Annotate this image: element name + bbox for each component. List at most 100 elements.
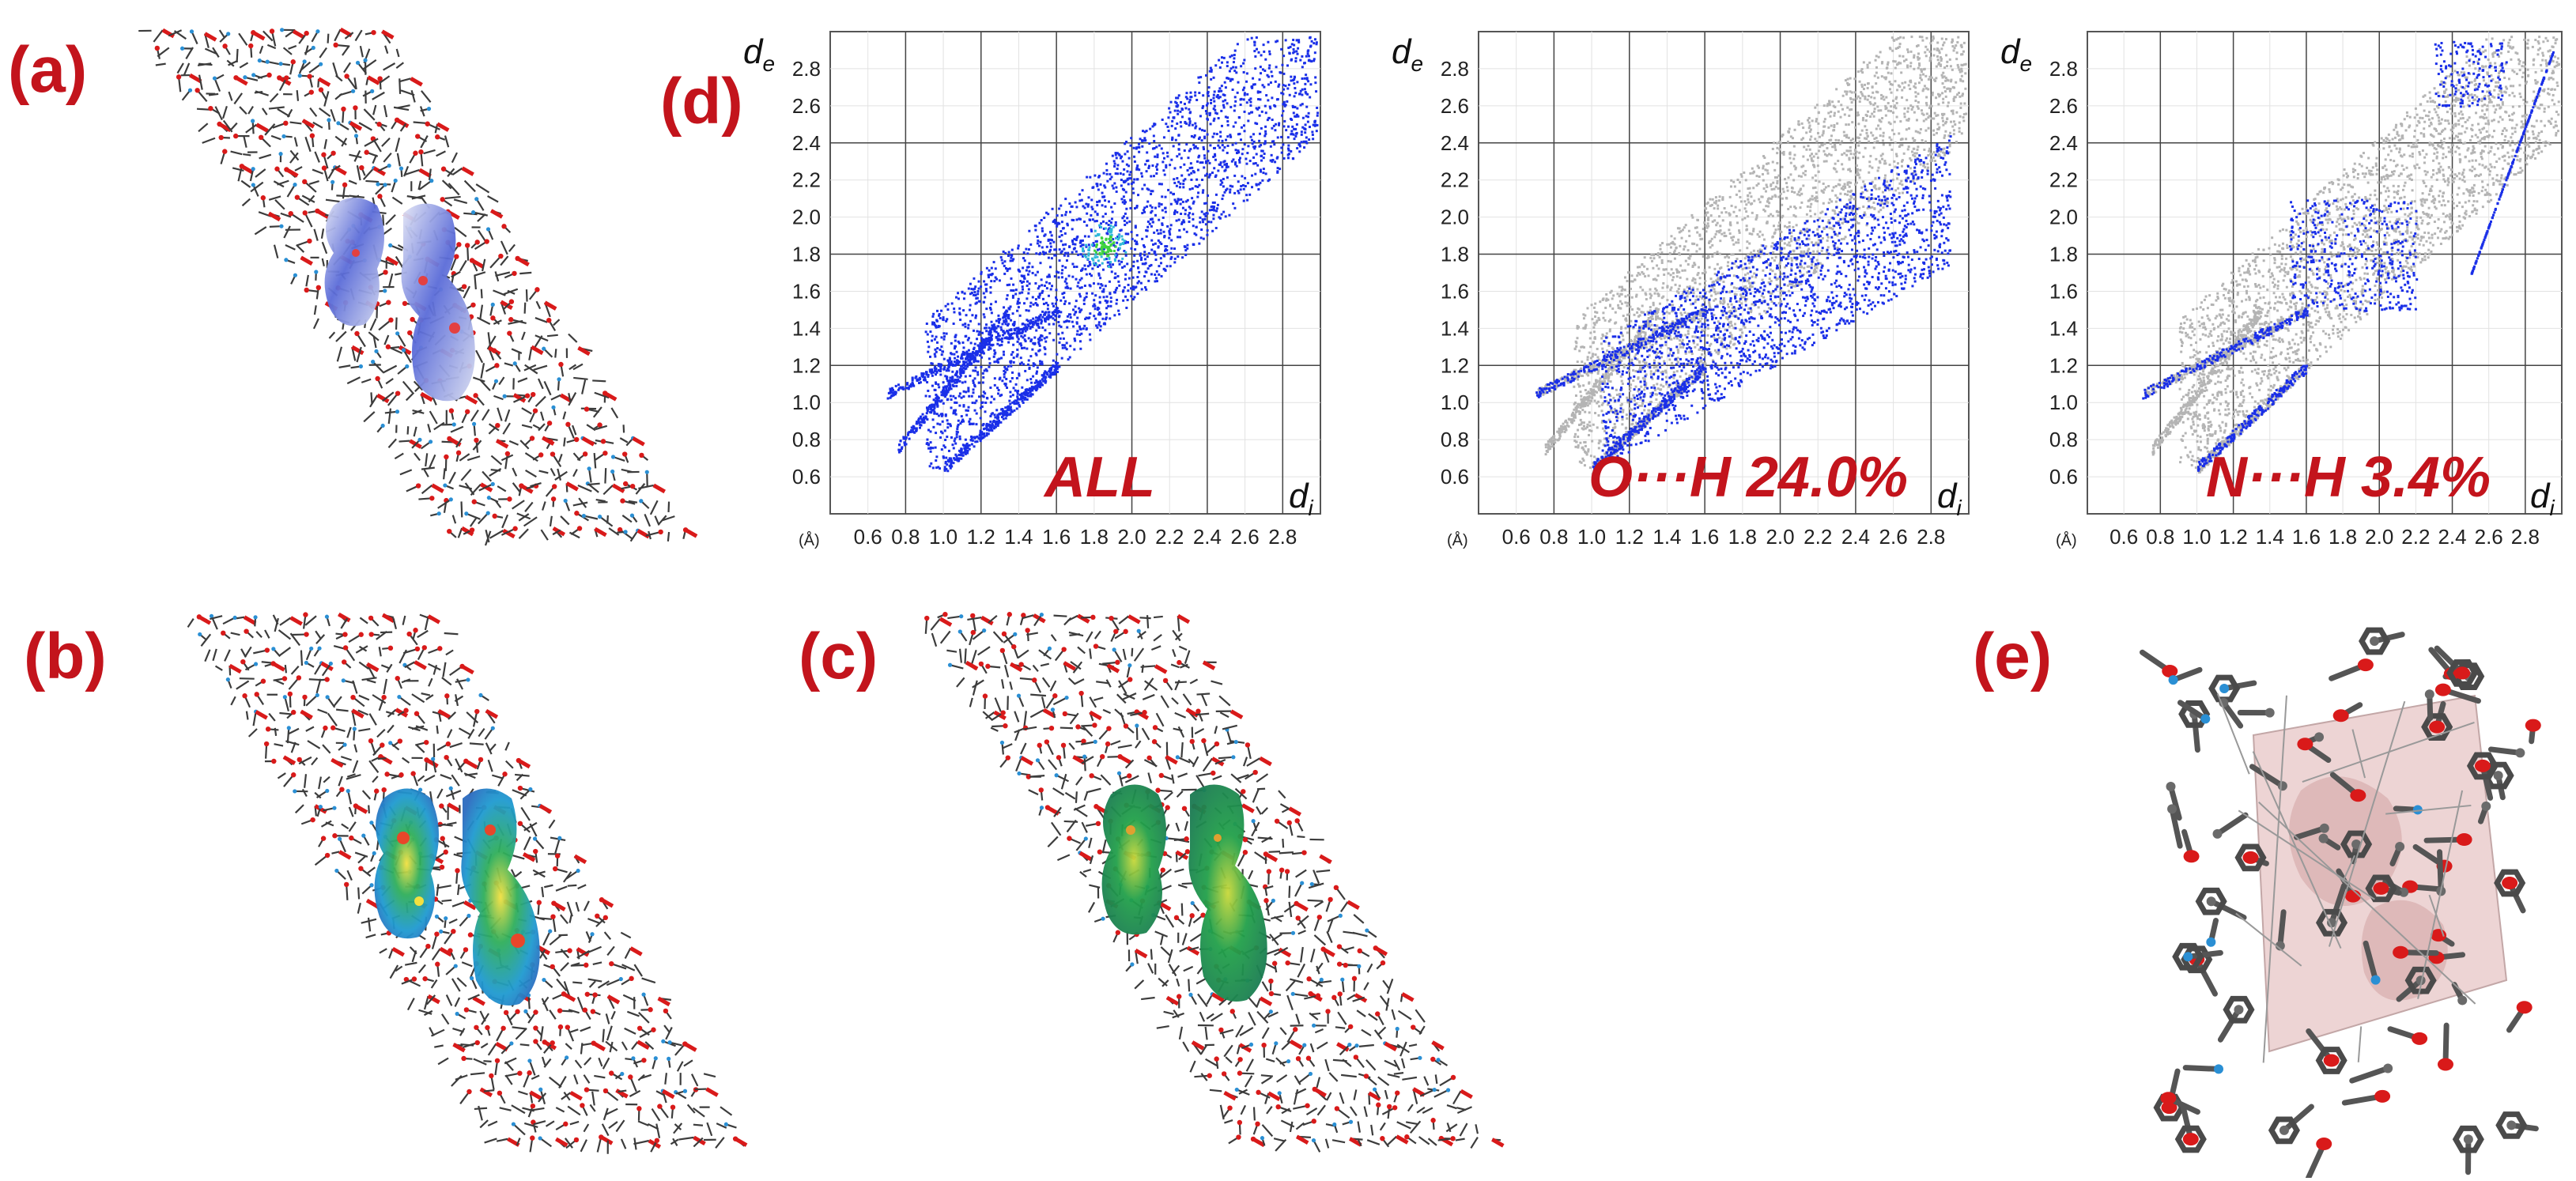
x-tick-label: 1.6 [2292, 525, 2321, 549]
y-tick-label: 2.0 [792, 206, 821, 229]
x-tick-label: 2.4 [1841, 525, 1870, 549]
plot-caption: ALL [1043, 446, 1155, 509]
crystal-packing-a [138, 27, 698, 546]
x-tick-label: 2.0 [1766, 525, 1794, 549]
x-tick-label: 1.4 [1004, 525, 1033, 549]
y-tick-label: 2.4 [2049, 131, 2078, 155]
fingerprint-points [886, 36, 1320, 473]
lattice-a [138, 27, 698, 546]
x-tick-label: 2.4 [2438, 525, 2466, 549]
y-tick-label: 1.6 [2049, 279, 2078, 303]
y-tick-label: 2.8 [1441, 57, 1469, 81]
y-tick-label: 2.0 [1441, 206, 1469, 229]
x-tick-label: 1.2 [1615, 525, 1644, 549]
x-tick-label: 0.6 [2110, 525, 2138, 549]
y-tick-label: 2.6 [2049, 94, 2078, 118]
plot-caption: N···H 3.4% [2206, 446, 2491, 509]
lattice-b [187, 612, 748, 1154]
x-tick-label: 1.0 [1577, 525, 1606, 549]
x-tick-label: 1.0 [929, 525, 958, 549]
y-tick-label: 1.6 [792, 279, 821, 303]
y-tick-label: 2.8 [792, 57, 821, 81]
x-tick-label: 2.2 [2401, 525, 2430, 549]
y-tick-label: 2.4 [792, 131, 821, 155]
crystal-packing-c [924, 611, 1505, 1153]
y-tick-label: 0.8 [2049, 428, 2078, 451]
fingerprint-points [2142, 36, 2561, 474]
x-tick-label: 1.4 [1652, 525, 1681, 549]
x-tick-label: 2.2 [1155, 525, 1184, 549]
y-tick-label: 1.2 [2049, 353, 2078, 377]
y-axis-label: de [2000, 32, 2032, 76]
x-tick-label: 0.8 [891, 525, 920, 549]
hirshfeld-surface-shape-index [374, 788, 540, 1006]
y-tick-label: 1.0 [1441, 391, 1469, 414]
y-axis-label: de [743, 32, 775, 76]
panel-label-d: (d) [660, 66, 743, 138]
y-tick-label: 1.4 [792, 316, 821, 340]
fingerprint-points [1535, 35, 1968, 475]
y-tick-label: 2.4 [1441, 131, 1469, 155]
x-tick-label: 2.6 [1879, 525, 1908, 549]
plot-caption: O···H 24.0% [1588, 446, 1908, 509]
fingerprint-plot-oh: 0.6 0.8 1.0 1.2 1.4 1.6 1.8 2.0 2.2 2.4 2.6 2.8 0.6 0… [1392, 31, 1970, 549]
x-tick-label: 2.2 [1804, 525, 1832, 549]
unit-label: (Å) [2056, 531, 2077, 549]
y-tick-label: 2.0 [2049, 206, 2078, 229]
y-tick-label: 2.2 [792, 168, 821, 192]
x-tick-label: 2.4 [1193, 525, 1222, 549]
crystal-packing-b [187, 612, 748, 1154]
x-tick-label: 1.0 [2182, 525, 2211, 549]
y-tick-label: 0.6 [2049, 465, 2078, 489]
y-tick-label: 0.8 [1441, 428, 1469, 451]
panel-label-c: (c) [799, 621, 878, 692]
x-tick-label: 1.8 [1080, 525, 1109, 549]
panel-label-a: (a) [8, 34, 88, 106]
hirshfeld-surface-curvedness [1101, 784, 1267, 1002]
unit-label: (Å) [1447, 531, 1468, 549]
y-tick-label: 1.8 [2049, 243, 2078, 266]
y-tick-label: 0.6 [1441, 465, 1469, 489]
fingerprint-plot-nh: 0.6 0.8 1.0 1.2 1.4 1.6 1.8 2.0 2.2 2.4 2.6 2.8 0.6 0… [2000, 31, 2563, 549]
fingerprint-plot-all: 0.6 0.8 1.0 1.2 1.4 1.6 1.8 2.0 2.2 2.4 2.6 2.8 0.6 0… [743, 31, 1321, 549]
x-axis-label: di [1937, 477, 1962, 520]
x-tick-label: 2.8 [2511, 525, 2540, 549]
x-tick-label: 1.4 [2256, 525, 2284, 549]
panel-label-e: (e) [1973, 621, 2053, 692]
x-tick-label: 1.8 [1728, 525, 1757, 549]
x-tick-label: 2.0 [1117, 525, 1146, 549]
x-tick-label: 1.2 [2219, 525, 2248, 549]
panel-label-b: (b) [24, 621, 107, 692]
y-tick-label: 1.4 [2049, 316, 2078, 340]
molecular-packing-e [2139, 627, 2541, 1178]
hirshfeld-surface-dnorm [324, 198, 475, 402]
x-tick-label: 1.6 [1690, 525, 1719, 549]
y-tick-label: 2.6 [792, 94, 821, 118]
y-tick-label: 2.6 [1441, 94, 1469, 118]
y-tick-label: 1.2 [1441, 353, 1469, 377]
x-axis-label: di [2530, 477, 2555, 520]
x-tick-label: 1.2 [967, 525, 995, 549]
y-tick-label: 1.6 [1441, 279, 1469, 303]
packing-molecules [2139, 627, 2541, 1178]
y-tick-label: 1.8 [1441, 243, 1469, 266]
x-tick-label: 2.6 [2475, 525, 2503, 549]
y-tick-label: 1.0 [2049, 391, 2078, 414]
x-tick-label: 2.8 [1268, 525, 1297, 549]
x-tick-label: 0.6 [1502, 525, 1531, 549]
y-tick-label: 1.0 [792, 391, 821, 414]
x-tick-label: 0.8 [1539, 525, 1568, 549]
x-tick-label: 0.6 [854, 525, 882, 549]
x-tick-label: 2.0 [2365, 525, 2393, 549]
y-tick-label: 1.2 [792, 353, 821, 377]
x-tick-label: 0.8 [2146, 525, 2174, 549]
x-tick-label: 1.8 [2329, 525, 2357, 549]
y-axis-label: de [1392, 32, 1423, 76]
unit-label: (Å) [799, 531, 820, 549]
x-tick-label: 2.6 [1231, 525, 1260, 549]
x-tick-label: 1.6 [1042, 525, 1071, 549]
y-tick-label: 1.4 [1441, 316, 1469, 340]
y-tick-label: 0.8 [792, 428, 821, 451]
y-tick-label: 2.2 [1441, 168, 1469, 192]
y-tick-label: 2.8 [2049, 57, 2078, 81]
